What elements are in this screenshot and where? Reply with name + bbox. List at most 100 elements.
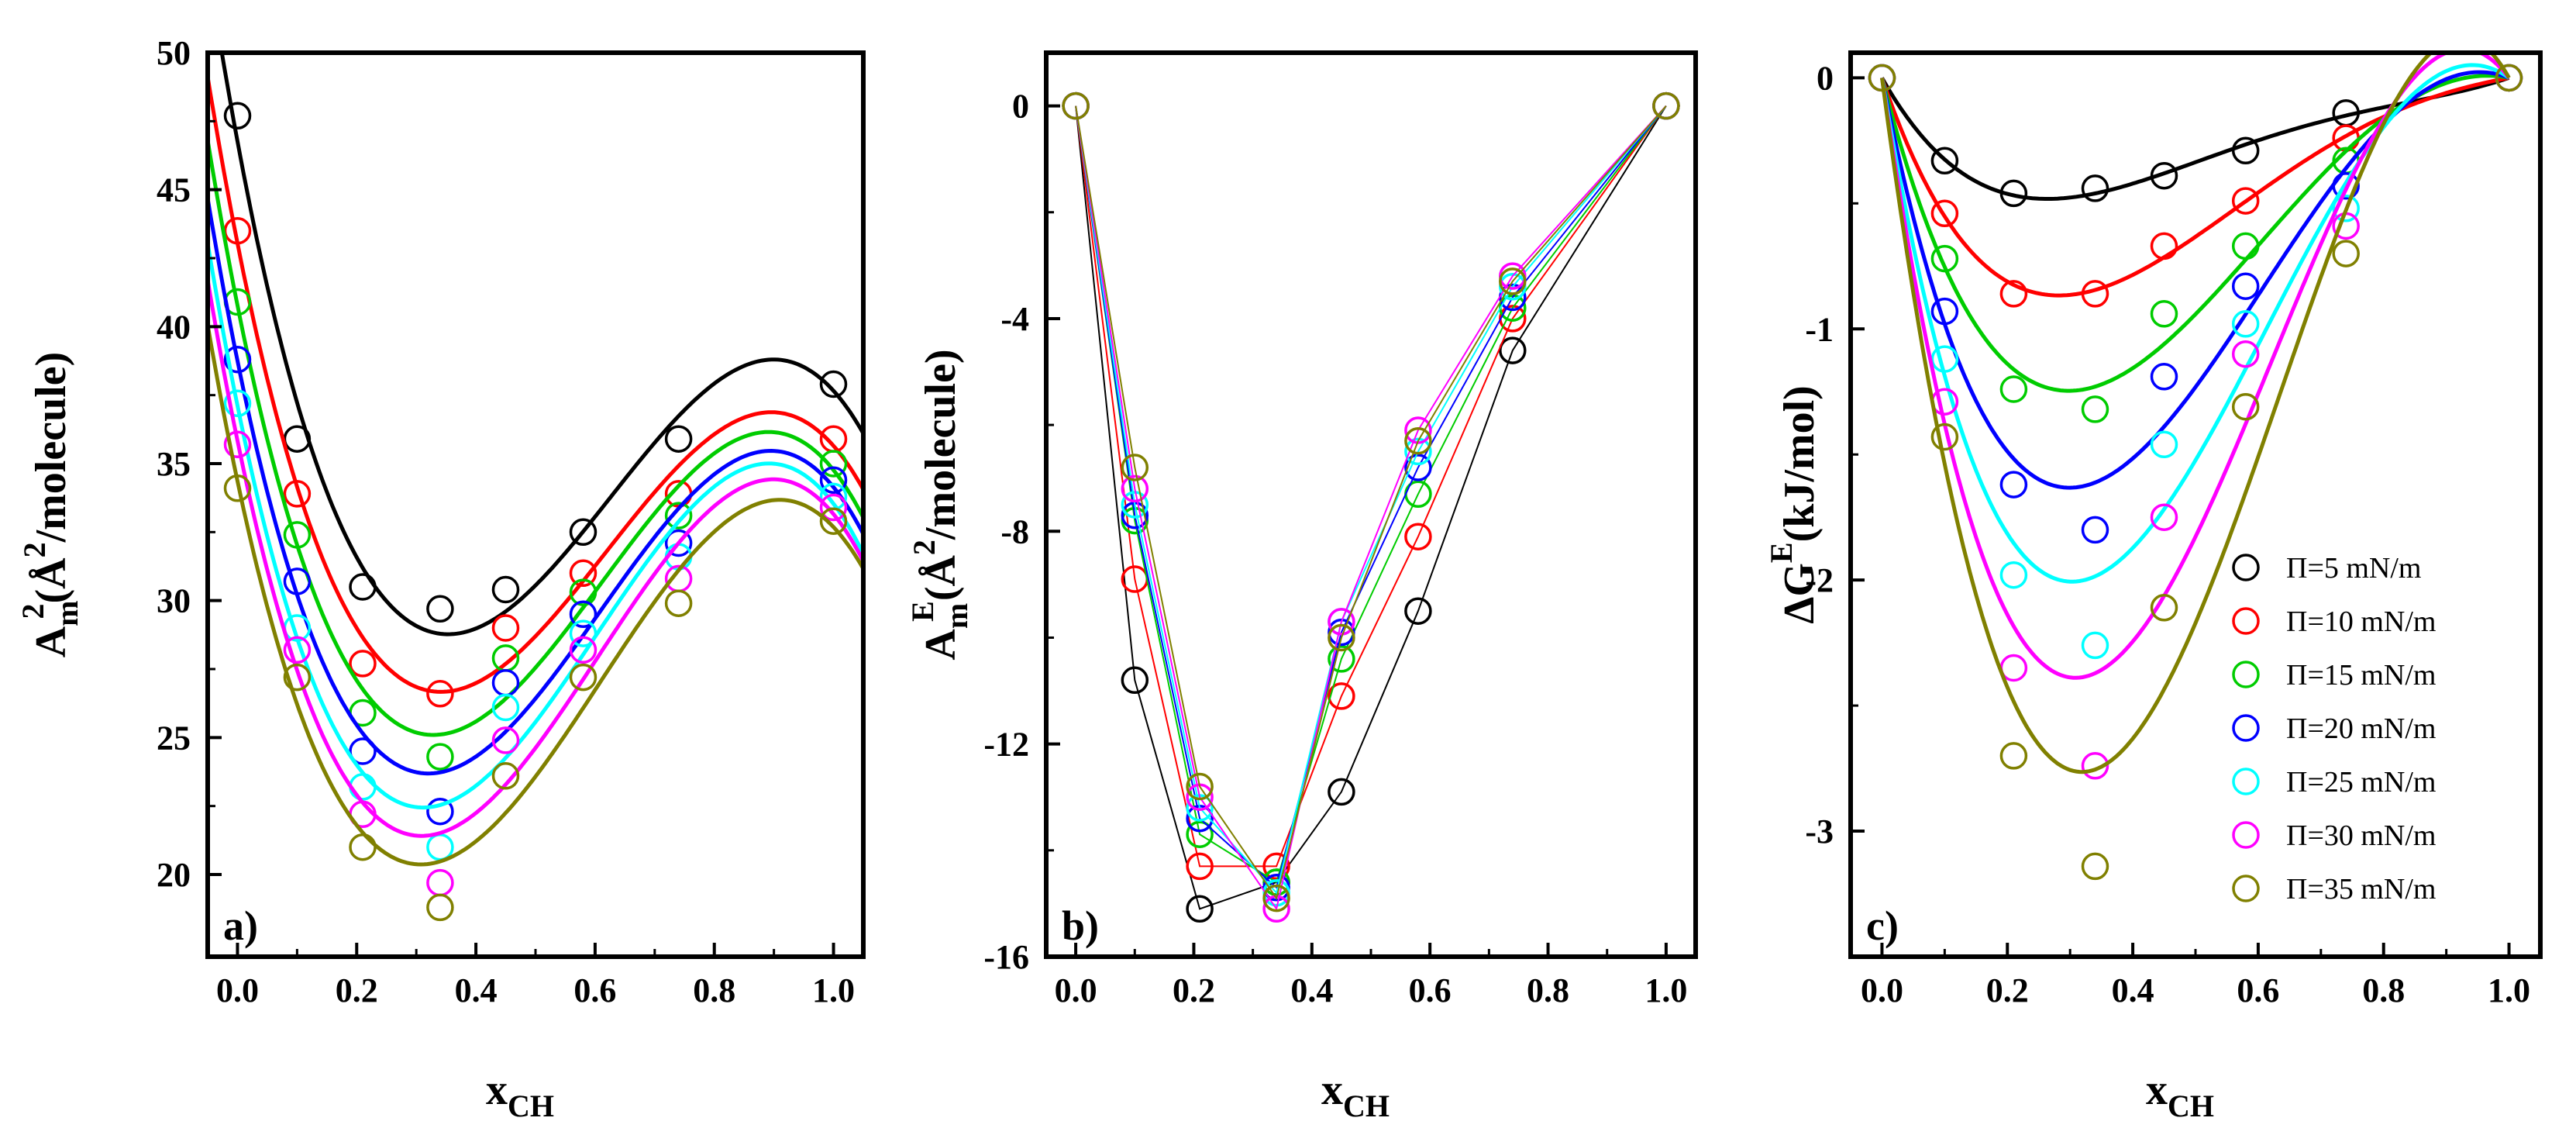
label-part: 2 bbox=[17, 542, 52, 557]
connecting-line bbox=[1075, 105, 1667, 911]
x-tick-label: 0.6 bbox=[1409, 971, 1452, 1009]
x-tick-label: 0.6 bbox=[2237, 971, 2279, 1009]
data-point bbox=[2150, 503, 2178, 531]
series bbox=[1868, 53, 2523, 881]
y-tick-label: -3 bbox=[1805, 812, 1834, 850]
label-part: A bbox=[27, 626, 75, 657]
data-point bbox=[1262, 852, 1290, 881]
label-part: (Å bbox=[27, 557, 75, 604]
legend-label: Π=5 mN/m bbox=[2286, 552, 2422, 585]
data-point bbox=[1186, 895, 1214, 923]
data-point bbox=[2231, 310, 2260, 338]
label-part: x bbox=[486, 1066, 508, 1114]
y-tick-label: -2 bbox=[1805, 561, 1834, 599]
x-axis-title: xCH bbox=[1321, 1066, 1390, 1123]
data-point bbox=[1404, 426, 1432, 455]
label-part: E bbox=[1764, 542, 1799, 563]
data-point bbox=[223, 430, 252, 459]
data-point bbox=[223, 389, 252, 418]
label-part: CH bbox=[508, 1088, 554, 1123]
data-point bbox=[1186, 820, 1214, 848]
data-point bbox=[2081, 852, 2109, 881]
data-point bbox=[1999, 179, 2028, 208]
x-tick-label: 1.0 bbox=[2488, 971, 2530, 1009]
data-point bbox=[1328, 778, 1355, 806]
y-tick-label: 45 bbox=[157, 171, 191, 209]
data-point bbox=[664, 589, 693, 617]
fit-line bbox=[208, 140, 863, 737]
connecting-line bbox=[1075, 105, 1667, 884]
x-tick-label: 0.2 bbox=[1986, 971, 2029, 1009]
connecting-line bbox=[1075, 105, 1667, 910]
plot-frame bbox=[1044, 50, 1698, 959]
legend-marker bbox=[2232, 714, 2260, 742]
data-point bbox=[2332, 171, 2360, 200]
data-point bbox=[2081, 752, 2109, 780]
legend-label: Π=20 mN/m bbox=[2286, 712, 2437, 745]
data-point bbox=[569, 600, 598, 629]
fit-line bbox=[208, 324, 863, 867]
x-tick-label: 0.8 bbox=[2362, 971, 2405, 1009]
data-point bbox=[426, 868, 454, 897]
legend-marker bbox=[2232, 821, 2260, 849]
data-point bbox=[2150, 232, 2178, 260]
connecting-line bbox=[1075, 105, 1667, 900]
panel-label: c) bbox=[1866, 902, 1899, 949]
data-point bbox=[1062, 91, 1090, 120]
x-tick-label: 0.0 bbox=[1055, 971, 1097, 1009]
data-point bbox=[2150, 300, 2178, 328]
data-point bbox=[2231, 232, 2260, 260]
data-point bbox=[2332, 195, 2360, 223]
x-tick-label: 0.8 bbox=[1527, 971, 1569, 1009]
x-tick-label: 0.4 bbox=[1290, 971, 1333, 1009]
y-tick-label: -8 bbox=[1000, 512, 1029, 550]
data-point bbox=[1121, 454, 1149, 481]
y-tick-label: 30 bbox=[157, 582, 191, 620]
legend-label: Π=10 mN/m bbox=[2286, 605, 2437, 638]
data-point bbox=[819, 370, 848, 398]
series bbox=[208, 76, 863, 708]
data-point bbox=[1262, 884, 1290, 912]
connecting-line bbox=[1075, 105, 1667, 895]
data-point bbox=[491, 762, 520, 790]
data-point bbox=[426, 743, 454, 771]
label-part: x bbox=[1321, 1066, 1343, 1114]
y-tick-label: -16 bbox=[983, 938, 1029, 976]
x-tick-label: 0.6 bbox=[573, 971, 616, 1009]
data-point bbox=[1328, 608, 1355, 636]
chart-panel: 0.0 0.2 0.4 0.6 0.8 1.0 -16 -12 -8 -4 0 b) xCH AmE(Å2… bbox=[905, 50, 1698, 1123]
label-part: 2 bbox=[907, 540, 942, 555]
data-point bbox=[349, 737, 377, 765]
data-point bbox=[283, 663, 312, 692]
data-point bbox=[1868, 64, 1896, 92]
data-point bbox=[1999, 280, 2028, 308]
series bbox=[1868, 64, 2523, 308]
x-tick-label: 0.8 bbox=[693, 971, 735, 1009]
data-point bbox=[1328, 682, 1355, 710]
data-point bbox=[283, 480, 312, 508]
label-part: (kJ/mol) bbox=[1775, 385, 1824, 542]
label-part: m bbox=[939, 603, 974, 629]
data-point bbox=[426, 893, 454, 922]
data-point bbox=[223, 474, 252, 502]
data-point bbox=[1999, 561, 2028, 589]
legend-label: Π=15 mN/m bbox=[2286, 659, 2437, 692]
data-point bbox=[2231, 136, 2260, 165]
data-point bbox=[2495, 64, 2523, 92]
data-point bbox=[2231, 392, 2260, 421]
data-point bbox=[1121, 474, 1149, 503]
data-point bbox=[664, 529, 693, 557]
data-point bbox=[1404, 437, 1432, 466]
data-point bbox=[1499, 336, 1527, 364]
x-tick-label: 1.0 bbox=[812, 971, 855, 1009]
legend-marker bbox=[2232, 607, 2260, 635]
data-point bbox=[426, 595, 454, 623]
data-point bbox=[426, 833, 454, 861]
data-point bbox=[1404, 597, 1432, 625]
y-tick-label: 50 bbox=[157, 34, 191, 72]
y-tick-label: 35 bbox=[157, 445, 191, 483]
data-point bbox=[491, 614, 520, 642]
chart-panel: 0.0 0.2 0.4 0.6 0.8 1.0 -3 -2 -1 0 c) xCH ΔGE(kJ/mol… bbox=[1764, 50, 2543, 1123]
y-axis-title: ΔGE(kJ/mol) bbox=[1764, 385, 1824, 624]
